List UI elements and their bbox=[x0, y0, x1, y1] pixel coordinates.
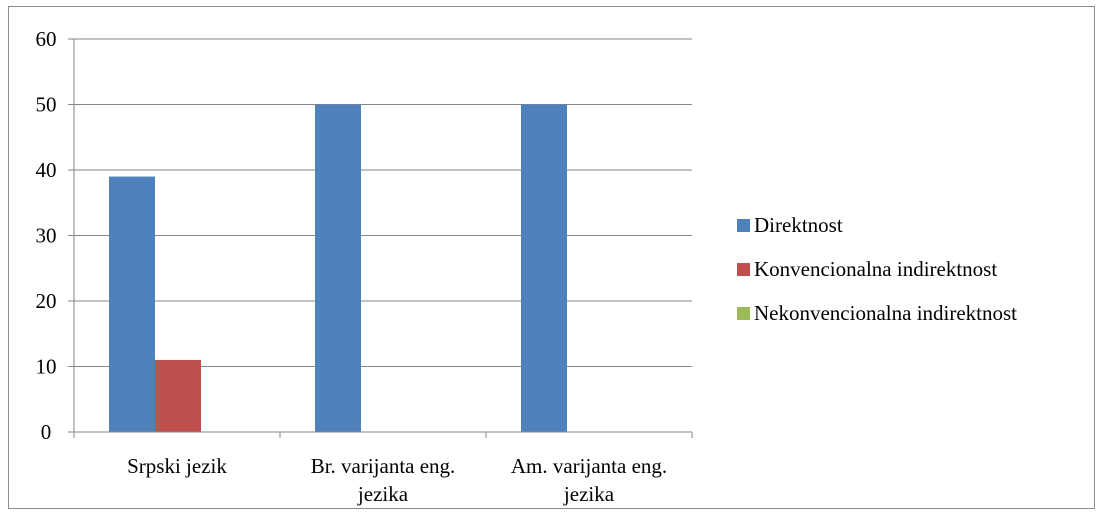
legend-label: Konvencionalna indirektnost bbox=[754, 256, 998, 281]
legend-item: Nekonvencionalna indirektnost bbox=[737, 291, 1017, 335]
chart-frame bbox=[8, 6, 1095, 509]
legend-swatch bbox=[737, 218, 750, 232]
bars bbox=[109, 104, 567, 432]
x-tick-label: Srpski jezik bbox=[127, 454, 227, 478]
legend-item: Konvencionalna indirektnost bbox=[737, 247, 1017, 291]
legend-label: Direktnost bbox=[754, 212, 843, 237]
bar bbox=[315, 104, 361, 432]
legend-swatch bbox=[737, 262, 750, 276]
legend-label: Nekonvencionalna indirektnost bbox=[754, 300, 1018, 325]
y-tick-label: 30 bbox=[36, 224, 57, 248]
bar bbox=[155, 359, 201, 432]
y-tick-label: 0 bbox=[41, 420, 52, 444]
y-tick-label: 50 bbox=[36, 93, 57, 117]
grid-lines bbox=[74, 38, 692, 367]
y-tick-label: 20 bbox=[36, 289, 57, 313]
x-tick-label: Am. varijanta eng. jezika bbox=[511, 454, 667, 506]
x-tick-label: Br. varijanta eng. jezika bbox=[311, 454, 456, 506]
y-tick-label: 40 bbox=[36, 158, 57, 182]
legend-item: Direktnost bbox=[737, 203, 1017, 247]
legend: Direktnost Konvencionalna indirektnost Nek… bbox=[737, 203, 1017, 335]
y-tick-label: 60 bbox=[36, 27, 57, 51]
legend-swatch bbox=[737, 306, 750, 320]
bar bbox=[521, 104, 567, 432]
tick-labels: 0 10 20 30 40 50 60 Srpski jezik Br. varijanta e… bbox=[36, 27, 668, 506]
bar bbox=[109, 176, 155, 432]
axes bbox=[68, 38, 693, 438]
y-tick-label: 10 bbox=[36, 355, 57, 379]
